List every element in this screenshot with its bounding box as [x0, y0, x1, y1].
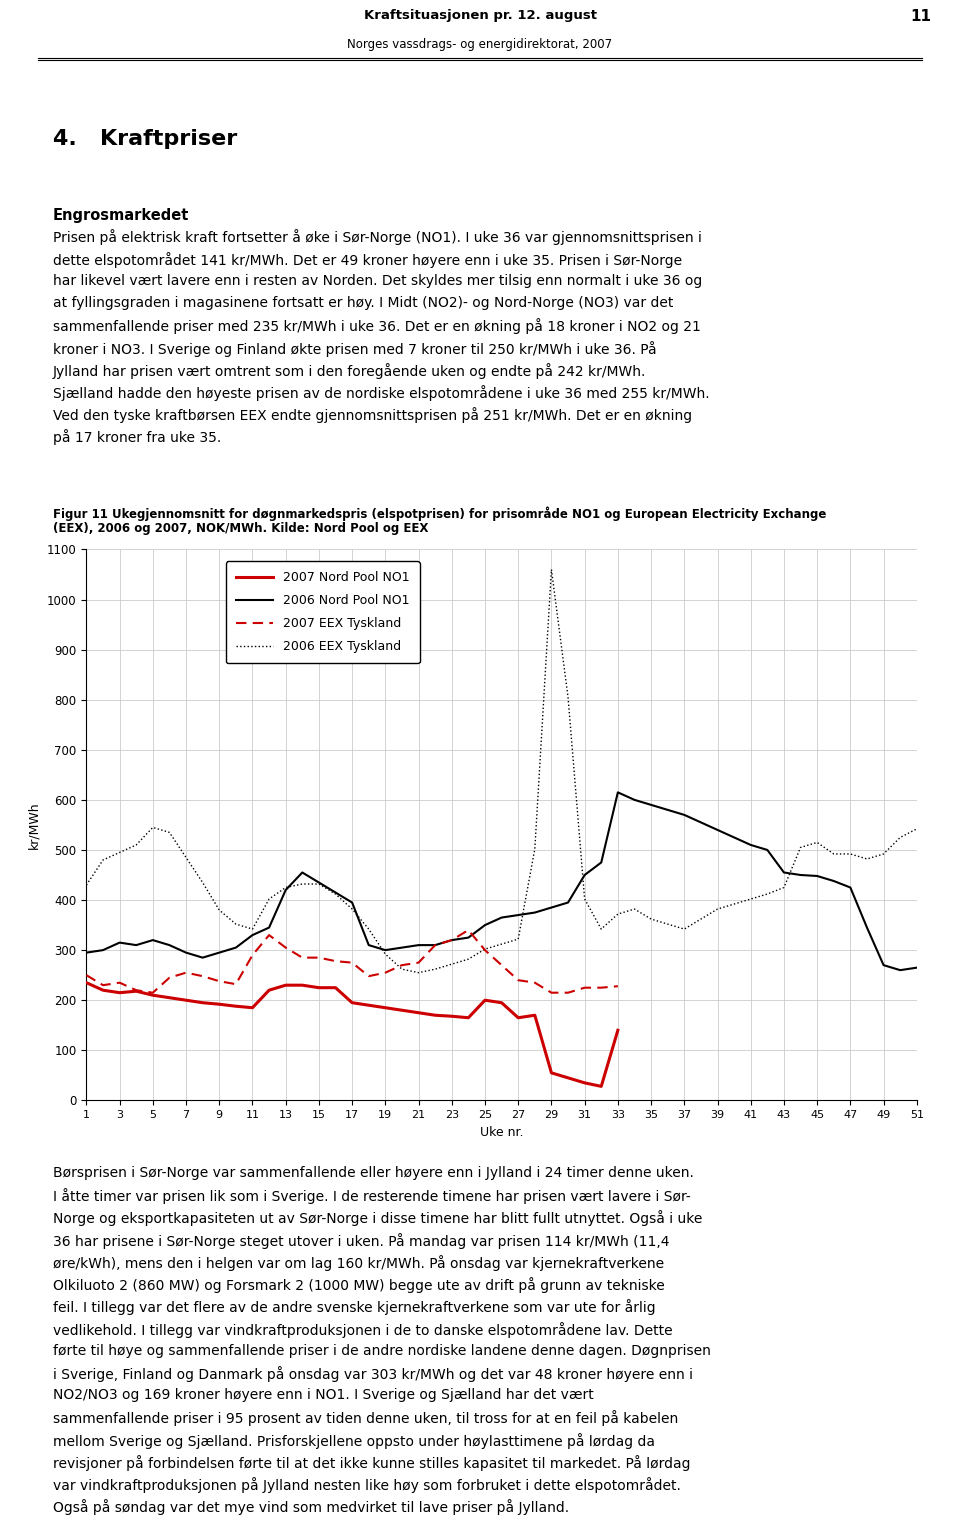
Text: dette elspotområdet 141 kr/MWh. Det er 49 kroner høyere enn i uke 35. Prisen i S: dette elspotområdet 141 kr/MWh. Det er 4… — [53, 252, 682, 268]
Text: sammenfallende priser i 95 prosent av tiden denne uken, til tross for at en feil: sammenfallende priser i 95 prosent av ti… — [53, 1411, 678, 1427]
Text: 4.   Kraftpriser: 4. Kraftpriser — [53, 129, 237, 149]
Text: Figur 11 Ukegjennomsnitt for døgnmarkedspris (elspotprisen) for prisområde NO1 o: Figur 11 Ukegjennomsnitt for døgnmarkeds… — [53, 506, 827, 520]
Text: sammenfallende priser med 235 kr/MWh i uke 36. Det er en økning på 18 kroner i N: sammenfallende priser med 235 kr/MWh i u… — [53, 319, 701, 334]
Text: NO2/NO3 og 169 kroner høyere enn i NO1. I Sverige og Sjælland har det vært: NO2/NO3 og 169 kroner høyere enn i NO1. … — [53, 1388, 593, 1402]
Text: vedlikehold. I tillegg var vindkraftproduksjonen i de to danske elspotområdene l: vedlikehold. I tillegg var vindkraftprod… — [53, 1322, 672, 1337]
Text: på 17 kroner fra uke 35.: på 17 kroner fra uke 35. — [53, 429, 221, 445]
Text: Også på søndag var det mye vind som medvirket til lave priser på Jylland.: Også på søndag var det mye vind som medv… — [53, 1499, 569, 1516]
Text: førte til høye og sammenfallende priser i de andre nordiske landene denne dagen.: førte til høye og sammenfallende priser … — [53, 1344, 710, 1357]
Text: mellom Sverige og Sjælland. Prisforskjellene oppsto under høylasttimene på lørda: mellom Sverige og Sjælland. Prisforskjel… — [53, 1433, 655, 1448]
Text: at fyllingsgraden i magasinene fortsatt er høy. I Midt (NO2)- og Nord-Norge (NO3: at fyllingsgraden i magasinene fortsatt … — [53, 295, 673, 311]
Text: Norge og eksportkapasiteten ut av Sør-Norge i disse timene har blitt fullt utnyt: Norge og eksportkapasiteten ut av Sør-No… — [53, 1211, 702, 1227]
Text: Jylland har prisen vært omtrent som i den foregående uken og endte på 242 kr/MWh: Jylland har prisen vært omtrent som i de… — [53, 363, 646, 379]
Text: Norges vassdrags- og energidirektorat, 2007: Norges vassdrags- og energidirektorat, 2… — [348, 38, 612, 51]
Text: Børsprisen i Sør-Norge var sammenfallende eller høyere enn i Jylland i 24 timer : Børsprisen i Sør-Norge var sammenfallend… — [53, 1167, 694, 1180]
Text: feil. I tillegg var det flere av de andre svenske kjernekraftverkene som var ute: feil. I tillegg var det flere av de andr… — [53, 1299, 656, 1316]
Text: øre/kWh), mens den i helgen var om lag 160 kr/MWh. På onsdag var kjernekraftverk: øre/kWh), mens den i helgen var om lag 1… — [53, 1254, 664, 1271]
Text: 36 har prisene i Sør-Norge steget utover i uken. På mandag var prisen 114 kr/MWh: 36 har prisene i Sør-Norge steget utover… — [53, 1233, 669, 1248]
Y-axis label: kr/MWh: kr/MWh — [28, 802, 40, 848]
Text: Prisen på elektrisk kraft fortsetter å øke i Sør-Norge (NO1). I uke 36 var gjenn: Prisen på elektrisk kraft fortsetter å ø… — [53, 229, 702, 245]
Text: Engrosmarkedet: Engrosmarkedet — [53, 208, 189, 223]
Text: Ved den tyske kraftbørsen EEX endte gjennomsnittsprisen på 251 kr/MWh. Det er en: Ved den tyske kraftbørsen EEX endte gjen… — [53, 408, 692, 423]
Text: kroner i NO3. I Sverige og Finland økte prisen med 7 kroner til 250 kr/MWh i uke: kroner i NO3. I Sverige og Finland økte … — [53, 340, 657, 357]
Text: revisjoner på forbindelsen førte til at det ikke kunne stilles kapasitet til mar: revisjoner på forbindelsen førte til at … — [53, 1454, 690, 1471]
Text: Olkiluoto 2 (860 MW) og Forsmark 2 (1000 MW) begge ute av drift på grunn av tekn: Olkiluoto 2 (860 MW) og Forsmark 2 (1000… — [53, 1277, 664, 1293]
Text: har likevel vært lavere enn i resten av Norden. Det skyldes mer tilsig enn norma: har likevel vært lavere enn i resten av … — [53, 274, 702, 288]
Text: Kraftsituasjonen pr. 12. august: Kraftsituasjonen pr. 12. august — [364, 9, 596, 22]
X-axis label: Uke nr.: Uke nr. — [480, 1125, 523, 1139]
Text: Sjælland hadde den høyeste prisen av de nordiske elspotområdene i uke 36 med 255: Sjælland hadde den høyeste prisen av de … — [53, 385, 709, 402]
Legend: 2007 Nord Pool NO1, 2006 Nord Pool NO1, 2007 EEX Tyskland, 2006 EEX Tyskland: 2007 Nord Pool NO1, 2006 Nord Pool NO1, … — [226, 562, 420, 663]
Text: (EEX), 2006 og 2007, NOK/MWh. Kilde: Nord Pool og EEX: (EEX), 2006 og 2007, NOK/MWh. Kilde: Nor… — [53, 522, 428, 536]
Text: I åtte timer var prisen lik som i Sverige. I de resterende timene har prisen vær: I åtte timer var prisen lik som i Sverig… — [53, 1188, 690, 1203]
Text: i Sverige, Finland og Danmark på onsdag var 303 kr/MWh og det var 48 kroner høye: i Sverige, Finland og Danmark på onsdag … — [53, 1367, 693, 1382]
Text: var vindkraftproduksjonen på Jylland nesten like høy som forbruket i dette elspo: var vindkraftproduksjonen på Jylland nes… — [53, 1477, 681, 1493]
Text: 11: 11 — [910, 9, 931, 23]
